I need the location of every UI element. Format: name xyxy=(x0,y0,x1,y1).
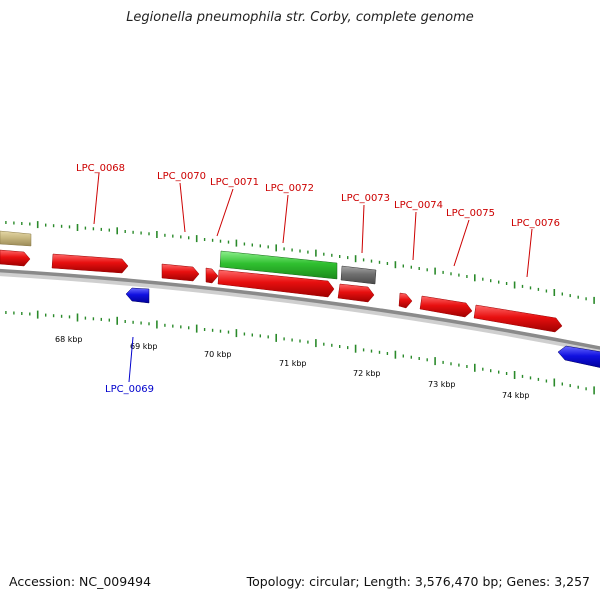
gene-LPC_0072-rna[interactable] xyxy=(219,250,338,280)
gene-unlabeled-red-left[interactable] xyxy=(0,249,31,267)
genome-title: Legionella pneumophila str. Corby, compl… xyxy=(126,10,474,25)
gene-label-LPC_0068[interactable]: LPC_0068 xyxy=(76,163,125,174)
leader-LPC_0072 xyxy=(282,194,289,244)
leader-LPC_0069 xyxy=(128,336,134,383)
leader-LPC_0076 xyxy=(526,228,533,278)
gene-LPC_0071[interactable] xyxy=(205,267,219,284)
ruler-label-71: 71 kbp xyxy=(279,359,307,368)
gene-label-LPC_0071[interactable]: LPC_0071 xyxy=(210,177,259,188)
gene-label-LPC_0069[interactable]: LPC_0069 xyxy=(105,384,154,395)
gene-labels: LPC_0068 LPC_0070 LPC_0071 LPC_0072 LPC_… xyxy=(76,163,560,395)
gene-LPC_0075[interactable] xyxy=(419,295,473,318)
gene-label-leaders xyxy=(93,172,533,383)
leader-LPC_0075 xyxy=(453,219,470,267)
gene-label-LPC_0072[interactable]: LPC_0072 xyxy=(265,183,314,194)
gene-label-LPC_0075[interactable]: LPC_0075 xyxy=(446,208,495,219)
leader-LPC_0073 xyxy=(361,204,365,254)
gene-unlabeled-blue-right[interactable] xyxy=(557,345,600,368)
gene-features xyxy=(0,230,600,368)
leader-LPC_0074 xyxy=(412,211,417,261)
gene-LPC_0069[interactable] xyxy=(125,287,150,304)
ruler-labels: 68 kbp 69 kbp 70 kbp 71 kbp 72 kbp 73 kb… xyxy=(55,335,530,400)
gene-LPC_0073-gray[interactable] xyxy=(340,265,377,285)
leader-LPC_0071 xyxy=(216,188,234,237)
gene-LPC_0072[interactable] xyxy=(217,269,335,298)
ruler-label-69: 69 kbp xyxy=(130,342,158,351)
gene-LPC_0076[interactable] xyxy=(473,304,563,333)
ruler-label-74: 74 kbp xyxy=(502,391,530,400)
ruler-label-70: 70 kbp xyxy=(204,350,232,359)
gene-label-LPC_0074[interactable]: LPC_0074 xyxy=(394,200,443,211)
leader-LPC_0068 xyxy=(93,172,100,225)
gene-label-LPC_0073[interactable]: LPC_0073 xyxy=(341,193,390,204)
leader-LPC_0070 xyxy=(179,182,186,233)
ruler-label-68: 68 kbp xyxy=(55,335,83,344)
gene-LPC_0074[interactable] xyxy=(398,292,413,309)
gene-label-LPC_0076[interactable]: LPC_0076 xyxy=(511,218,560,229)
ruler-label-73: 73 kbp xyxy=(428,380,456,389)
gene-LPC_0068[interactable] xyxy=(51,253,129,274)
ruler-tick-track xyxy=(5,310,595,395)
gene-unlabeled-tan[interactable] xyxy=(0,230,32,247)
topology-summary: Topology: circular; Length: 3,576,470 bp… xyxy=(246,574,590,589)
gene-LPC_0070[interactable] xyxy=(161,263,200,282)
ruler-label-72: 72 kbp xyxy=(353,369,381,378)
genome-backbone xyxy=(0,268,600,350)
gene-label-LPC_0070[interactable]: LPC_0070 xyxy=(157,171,206,182)
accession-text: Accession: NC_009494 xyxy=(9,574,152,589)
outer-tick-track xyxy=(5,221,595,304)
backbone-shadow xyxy=(0,269,600,354)
gene-LPC_0073[interactable] xyxy=(337,283,375,303)
